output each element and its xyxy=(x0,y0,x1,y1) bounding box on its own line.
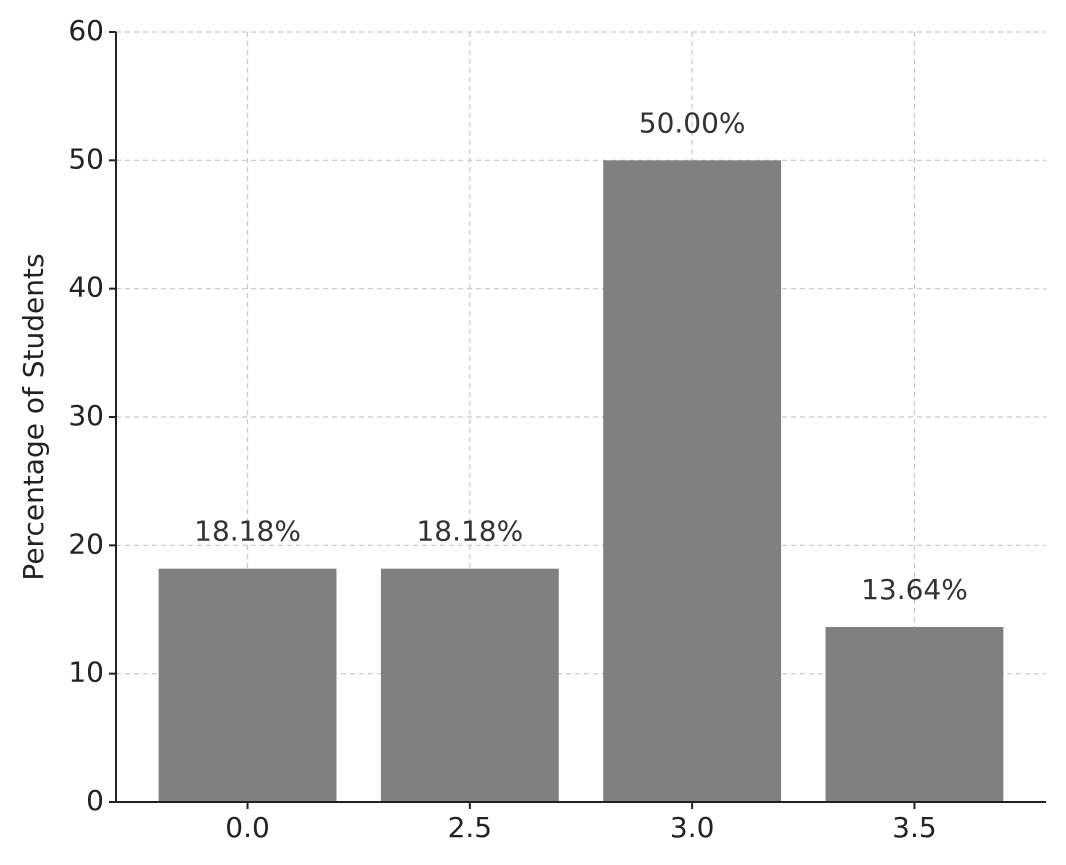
y-axis-label: Percentage of Students xyxy=(17,253,50,580)
y-tick-label: 20 xyxy=(68,527,104,560)
y-tick-label: 40 xyxy=(68,271,104,304)
value-label: 18.18% xyxy=(194,515,301,548)
bar xyxy=(380,568,559,802)
y-tick-label: 50 xyxy=(68,142,104,175)
bar xyxy=(158,568,337,802)
bar xyxy=(825,626,1004,802)
x-tick-label: 3.0 xyxy=(670,811,715,844)
x-tick-label: 2.5 xyxy=(448,811,493,844)
value-label: 13.64% xyxy=(861,573,968,606)
bar xyxy=(603,160,782,803)
x-tick-label: 0.0 xyxy=(225,811,270,844)
y-tick-label: 30 xyxy=(68,399,104,432)
y-tick-label: 0 xyxy=(86,784,104,817)
x-tick-label: 3.5 xyxy=(892,811,937,844)
y-tick-label: 10 xyxy=(68,656,104,689)
value-label: 18.18% xyxy=(416,515,523,548)
value-label: 50.00% xyxy=(639,106,746,139)
y-tick-label: 60 xyxy=(68,14,104,47)
